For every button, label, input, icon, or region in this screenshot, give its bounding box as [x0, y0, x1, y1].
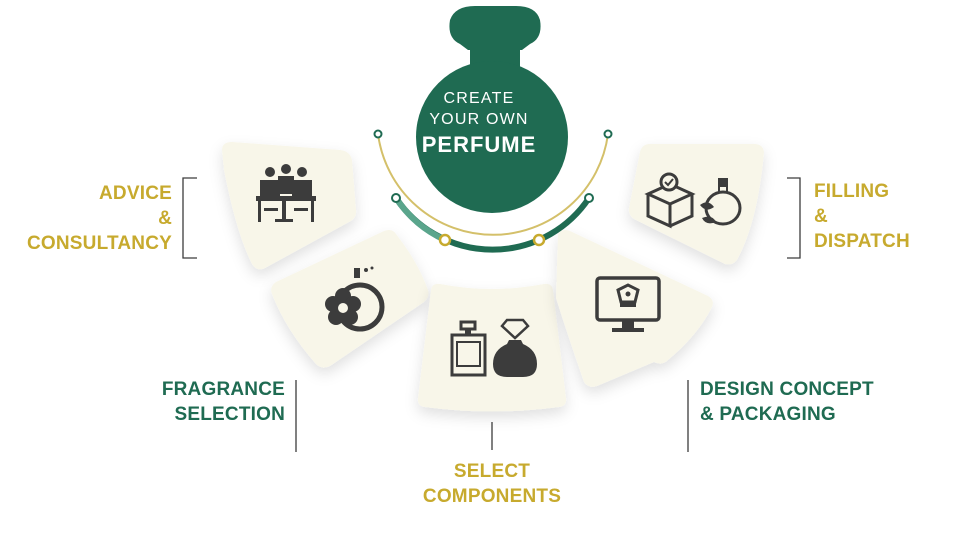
- label-design: DESIGN CONCEPT & PACKAGING: [700, 377, 874, 427]
- label-filling-line1: FILLING: [814, 181, 890, 202]
- card-components: [417, 283, 567, 412]
- perfume-bottles-icon: [450, 318, 537, 377]
- card-design: [556, 230, 713, 387]
- label-filling-line3: DISPATCH: [814, 231, 910, 252]
- card-advice: [222, 142, 357, 270]
- label-advice: ADVICE & CONSULTANCY: [27, 181, 172, 256]
- label-advice-line2: &: [158, 208, 172, 229]
- center-title-line1: CREATE: [443, 90, 515, 107]
- label-design-line1: DESIGN CONCEPT: [700, 379, 874, 400]
- consultation-meeting-icon: [256, 164, 316, 222]
- label-filling: FILLING & DISPATCH: [814, 179, 910, 254]
- center-title-line2: YOUR OWN: [429, 111, 529, 128]
- perfume-bottle-flower-icon: [325, 266, 385, 332]
- box-and-bottle-icon: [644, 172, 742, 229]
- label-filling-line2: &: [814, 206, 828, 227]
- label-advice-line3: CONSULTANCY: [26, 233, 172, 254]
- progress-arc: [373, 129, 613, 253]
- monitor-design-icon: [595, 276, 661, 332]
- label-design-line2: & PACKAGING: [700, 404, 836, 425]
- perfume-bottle-shape: [416, 6, 568, 213]
- card-filling: [628, 144, 764, 265]
- center-title-line3: PERFUME: [421, 132, 537, 157]
- label-components-line1: SELECT: [453, 461, 531, 482]
- label-components-line2: COMPONENTS: [422, 486, 562, 507]
- advice-bracket: [182, 177, 197, 259]
- label-fragrance-line2: SELECTION: [174, 404, 285, 425]
- label-fragrance-line1: FRAGRANCE: [161, 379, 285, 400]
- label-components: SELECT COMPONENTS: [392, 459, 592, 509]
- filling-bracket: [787, 177, 801, 259]
- label-fragrance: FRAGRANCE SELECTION: [162, 377, 285, 427]
- label-advice-line1: ADVICE: [99, 183, 172, 204]
